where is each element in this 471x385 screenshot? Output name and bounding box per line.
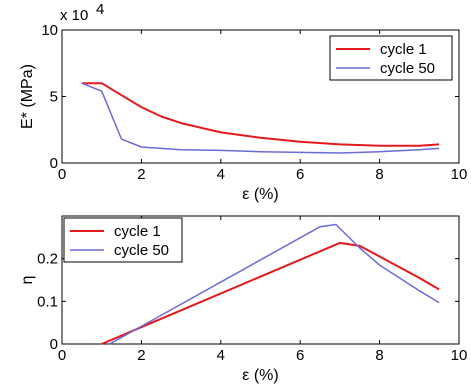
chart-2: 0 2 4 6 8 10 0 0.1 0.2 ε (%) η cycle 1 cycle 50	[19, 215, 468, 384]
y-tick-label: 5	[50, 89, 58, 106]
x-tick-label: 2	[137, 166, 145, 183]
y-tick-label: 0.1	[37, 293, 58, 310]
x-tick-label: 6	[296, 347, 304, 364]
y-axis-label: E* (MPa)	[19, 64, 36, 129]
axis-multiplier-exponent: 4	[96, 1, 104, 18]
axis-multiplier: x 10	[60, 7, 88, 24]
legend: cycle 1 cycle 50	[329, 35, 453, 81]
legend-box	[329, 35, 453, 81]
x-tick-label: 10	[451, 347, 468, 364]
legend: cycle 1 cycle 50	[63, 217, 183, 263]
y-tick-label: 0	[50, 336, 58, 353]
x-tick-label: 4	[217, 347, 225, 364]
x-tick-label: 0	[58, 347, 66, 364]
y-tick-label: 10	[41, 22, 58, 39]
y-tick-label: 0	[50, 155, 58, 172]
series-line-cycle-1	[101, 241, 440, 345]
legend-entry: cycle 50	[380, 60, 435, 77]
y-axis-label: η	[19, 276, 36, 285]
x-tick-label: 2	[137, 347, 145, 364]
legend-box	[63, 217, 183, 263]
x-tick-label: 10	[451, 166, 468, 183]
x-axis-label: ε (%)	[242, 367, 278, 384]
series-line-cycle-50	[81, 82, 440, 154]
series-line-cycle-50	[109, 223, 440, 345]
x-tick-label: 8	[375, 347, 383, 364]
legend-entry: cycle 50	[114, 242, 169, 259]
legend-entry: cycle 1	[380, 41, 427, 58]
y-tick-label: 0.2	[37, 251, 58, 268]
x-tick-label: 0	[58, 166, 66, 183]
series-line-cycle-1	[81, 82, 440, 147]
x-axis-label: ε (%)	[242, 186, 278, 203]
x-tick-label: 6	[296, 166, 304, 183]
x-tick-label: 8	[375, 166, 383, 183]
x-tick-label: 4	[217, 166, 225, 183]
legend-entry: cycle 1	[114, 223, 161, 240]
